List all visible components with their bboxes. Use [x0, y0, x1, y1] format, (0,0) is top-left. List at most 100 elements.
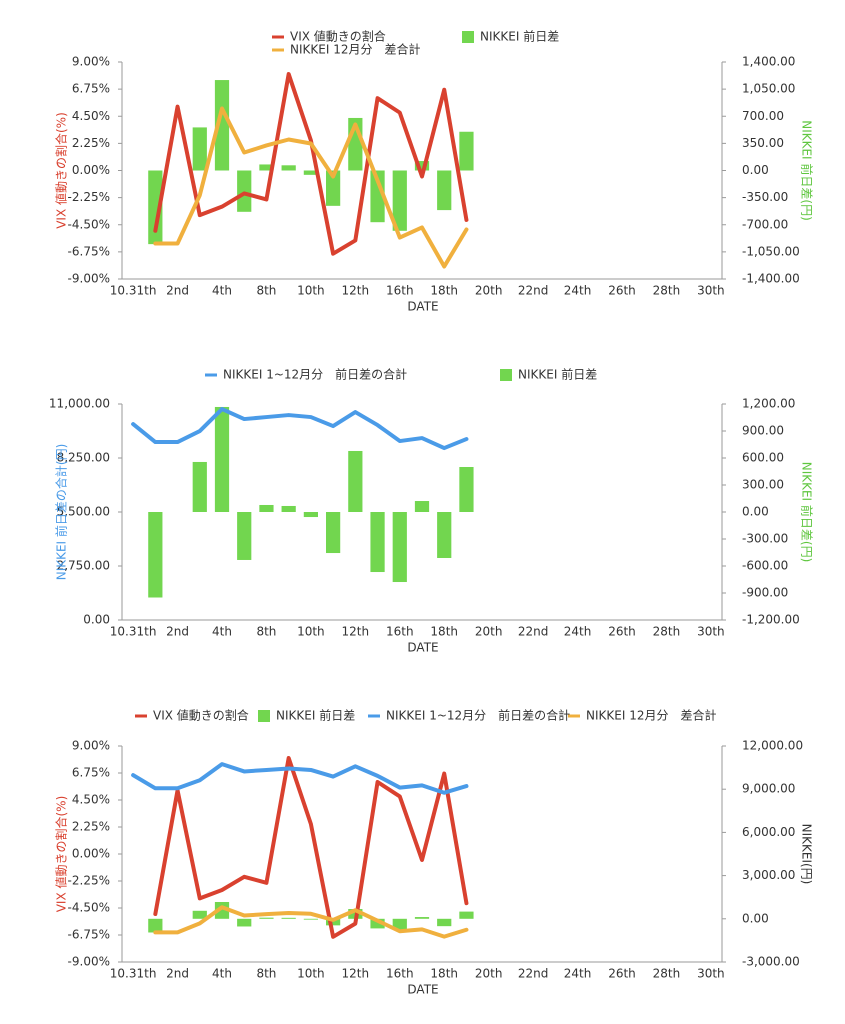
y-tick-label: 11,000.00 [49, 397, 110, 411]
y2-tick-label: 1,400.00 [742, 55, 795, 69]
y2-tick-label: -700.00 [742, 217, 788, 231]
line [153, 756, 469, 939]
bar [414, 917, 430, 919]
bar [259, 504, 274, 512]
x-axis-label: DATE [407, 641, 438, 655]
bar [392, 170, 407, 231]
x-tick-label: 2nd [166, 284, 189, 298]
bar [259, 164, 274, 171]
y-tick-label: 9.00% [72, 739, 110, 753]
x-tick-label: 2nd [166, 967, 189, 981]
x-tick-label: 12th [342, 284, 370, 298]
x-tick-label: 16th [386, 625, 414, 639]
x-tick-label: 22nd [518, 284, 549, 298]
x-tick-label: 4th [212, 284, 232, 298]
bar [303, 918, 318, 920]
line [153, 905, 469, 939]
bar [192, 910, 207, 919]
legend-label: NIKKEI 1~12月分 前日差の合計 [386, 708, 570, 723]
legend-label: VIX 値動きの割合 [290, 29, 386, 44]
y2-axis-label: NIKKEI 前日差(円) [800, 120, 815, 221]
line [131, 762, 469, 795]
bar [437, 918, 452, 927]
x-tick-label: 4th [212, 967, 232, 981]
bar [326, 512, 341, 554]
line [153, 106, 469, 269]
x-tick-label: 22nd [518, 967, 549, 981]
bar [214, 901, 230, 919]
x-tick-label: 8th [256, 625, 276, 639]
y2-tick-label: -600.00 [742, 559, 788, 573]
legend-label: NIKKEI 1~12月分 前日差の合計 [223, 367, 407, 382]
y2-tick-label: 300.00 [742, 478, 784, 492]
y2-tick-label: 0.00 [742, 911, 769, 925]
y2-tick-label: -1,400.00 [742, 272, 800, 286]
bar [392, 918, 407, 931]
bar [281, 917, 296, 919]
legend-label: NIKKEI 前日差 [276, 708, 355, 723]
bar [459, 911, 474, 919]
y-axis-label: VIX 値動きの割合(%) [54, 112, 69, 229]
bar [303, 512, 318, 518]
x-tick-label: 10.31th [110, 967, 157, 981]
y2-tick-label: 1,050.00 [742, 82, 795, 96]
legend-label: NIKKEI 12月分 差合計 [290, 42, 420, 57]
x-tick-label: 20th [475, 625, 503, 639]
x-tick-label: 16th [386, 967, 414, 981]
x-tick-label: 10.31th [110, 284, 157, 298]
y-tick-label: 6.75% [72, 766, 110, 780]
x-tick-label: 18th [430, 284, 458, 298]
x-axis-label: DATE [407, 300, 438, 314]
x-tick-label: 18th [430, 625, 458, 639]
bar [281, 505, 296, 512]
y-tick-label: 5,500.00 [57, 505, 110, 519]
y-tick-label: 6.75% [72, 82, 110, 96]
y2-tick-label: 6,000.00 [742, 825, 795, 839]
bar [281, 165, 296, 171]
x-tick-label: 12th [342, 967, 370, 981]
legend-label: NIKKEI 前日差 [480, 29, 559, 44]
y2-tick-label: 600.00 [742, 451, 784, 465]
line [131, 407, 469, 451]
bar [237, 512, 252, 560]
y2-tick-label: 700.00 [742, 109, 784, 123]
y2-tick-label: 3,000.00 [742, 868, 795, 882]
bar [214, 80, 230, 171]
bar [348, 450, 363, 512]
y2-tick-label: -300.00 [742, 532, 788, 546]
x-tick-label: 20th [475, 284, 503, 298]
y-tick-label: 2.25% [72, 136, 110, 150]
y-tick-label: 2,750.00 [57, 559, 110, 573]
x-tick-label: 30th [697, 967, 725, 981]
y2-tick-label: -350.00 [742, 190, 788, 204]
x-tick-label: 10.31th [110, 625, 157, 639]
bar [192, 461, 207, 512]
y-axis-label: VIX 値動きの割合(%) [54, 796, 69, 913]
x-tick-label: 10th [297, 284, 325, 298]
x-tick-label: 28th [653, 967, 681, 981]
y2-axis-label: NIKKEI 前日差(円) [800, 462, 815, 563]
x-tick-label: 28th [653, 625, 681, 639]
y-tick-label: -4.50% [68, 217, 110, 231]
x-tick-label: 8th [256, 967, 276, 981]
x-tick-label: 30th [697, 625, 725, 639]
legend-label: VIX 値動きの割合 [153, 708, 249, 723]
y-tick-label: -4.50% [68, 901, 110, 915]
y-tick-label: -9.00% [68, 955, 110, 969]
y-tick-label: -6.75% [68, 928, 110, 942]
x-tick-label: 24th [564, 967, 592, 981]
bar [459, 467, 474, 512]
y-tick-label: 9.00% [72, 55, 110, 69]
y2-tick-label: 900.00 [742, 424, 784, 438]
y2-tick-label: -900.00 [742, 586, 788, 600]
y-tick-label: 0.00% [72, 163, 110, 177]
bar [392, 512, 407, 583]
y2-tick-label: 0.00 [742, 505, 769, 519]
x-tick-label: 16th [386, 284, 414, 298]
bar [259, 917, 274, 919]
legend-swatch [258, 710, 270, 722]
legend-label: NIKKEI 12月分 差合計 [586, 708, 716, 723]
bar [370, 170, 385, 223]
bar [437, 170, 452, 211]
y2-tick-label: 350.00 [742, 136, 784, 150]
